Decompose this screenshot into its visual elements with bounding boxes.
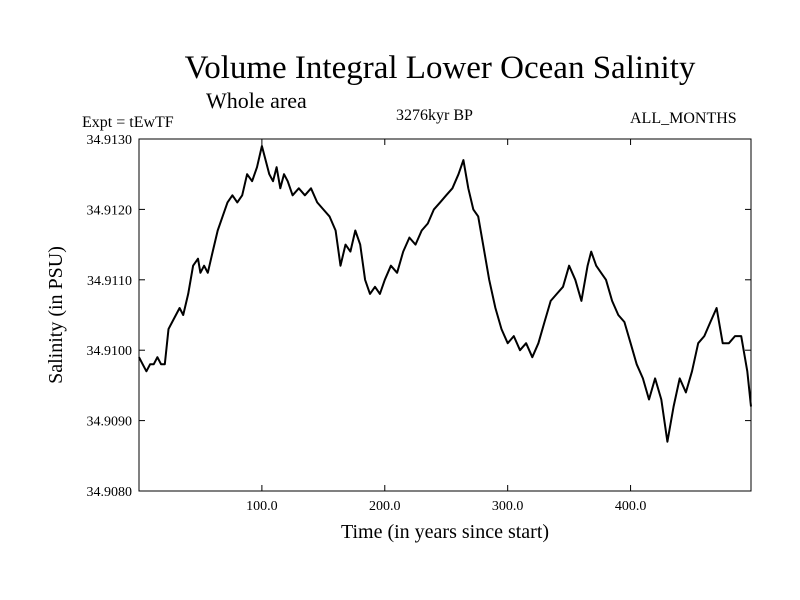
x-tick-label: 100.0 bbox=[246, 499, 278, 514]
y-tick-label: 34.9080 bbox=[87, 485, 133, 500]
y-tick-label: 34.9100 bbox=[87, 344, 133, 359]
plot-frame bbox=[138, 138, 752, 492]
x-tick-label: 300.0 bbox=[492, 499, 524, 514]
chart-title: Volume Integral Lower Ocean Salinity bbox=[184, 50, 696, 86]
x-tick-label: 400.0 bbox=[615, 499, 647, 514]
y-tick-label: 34.9130 bbox=[87, 133, 133, 148]
experiment-label: Expt = tEwTF bbox=[82, 114, 174, 131]
salinity-series-line bbox=[138, 145, 752, 443]
y-tick-label: 34.9120 bbox=[87, 203, 133, 218]
y-tick-label: 34.9110 bbox=[87, 274, 132, 289]
y-axis-label: Salinity (in PSU) bbox=[45, 246, 67, 384]
months-label: ALL_MONTHS bbox=[630, 110, 737, 127]
y-tick-label: 34.9090 bbox=[87, 415, 133, 430]
x-tick-label: 200.0 bbox=[369, 499, 401, 514]
x-axis-label: Time (in years since start) bbox=[341, 521, 549, 543]
chart-subtitle: Whole area bbox=[206, 88, 307, 113]
period-label: 3276kyr BP bbox=[396, 107, 473, 124]
